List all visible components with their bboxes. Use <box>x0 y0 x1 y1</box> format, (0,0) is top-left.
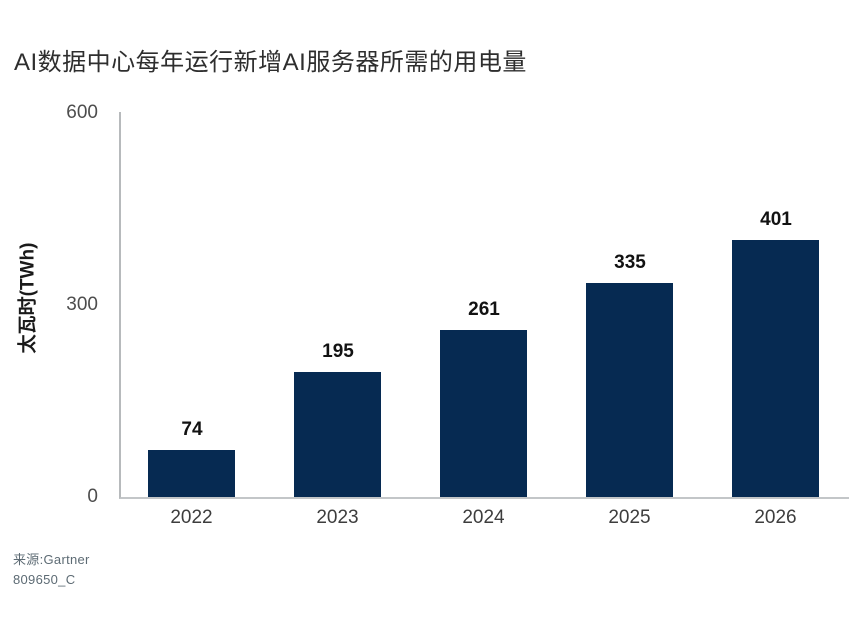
y-tick-600: 600 <box>66 102 98 123</box>
chart-title: AI数据中心每年运行新增AI服务器所需的用电量 <box>14 49 527 76</box>
bar-2026 <box>732 240 819 497</box>
x-tick-2026: 2026 <box>754 507 797 528</box>
y-tick-300: 300 <box>66 294 98 315</box>
x-tick-2024: 2024 <box>462 507 505 528</box>
bar-value-2023: 195 <box>322 341 354 362</box>
bar-value-2026: 401 <box>760 209 792 230</box>
bar-2022 <box>148 450 235 497</box>
bar-2024 <box>440 330 527 497</box>
source-label: 来源:Gartner <box>13 552 90 567</box>
x-tick-2023: 2023 <box>316 507 359 528</box>
bar-2025 <box>586 283 673 497</box>
document-id: 809650_C <box>13 572 76 587</box>
x-tick-2022: 2022 <box>170 507 213 528</box>
bar-2023 <box>294 372 381 497</box>
plot-area: 74 195 261 335 401 <box>119 112 849 499</box>
y-tick-0: 0 <box>87 486 98 507</box>
bar-value-2024: 261 <box>468 299 500 320</box>
y-axis-title: 太瓦时(TWh) <box>17 242 39 354</box>
bar-value-2025: 335 <box>614 252 646 273</box>
x-tick-2025: 2025 <box>608 507 651 528</box>
bar-value-2022: 74 <box>181 419 203 440</box>
